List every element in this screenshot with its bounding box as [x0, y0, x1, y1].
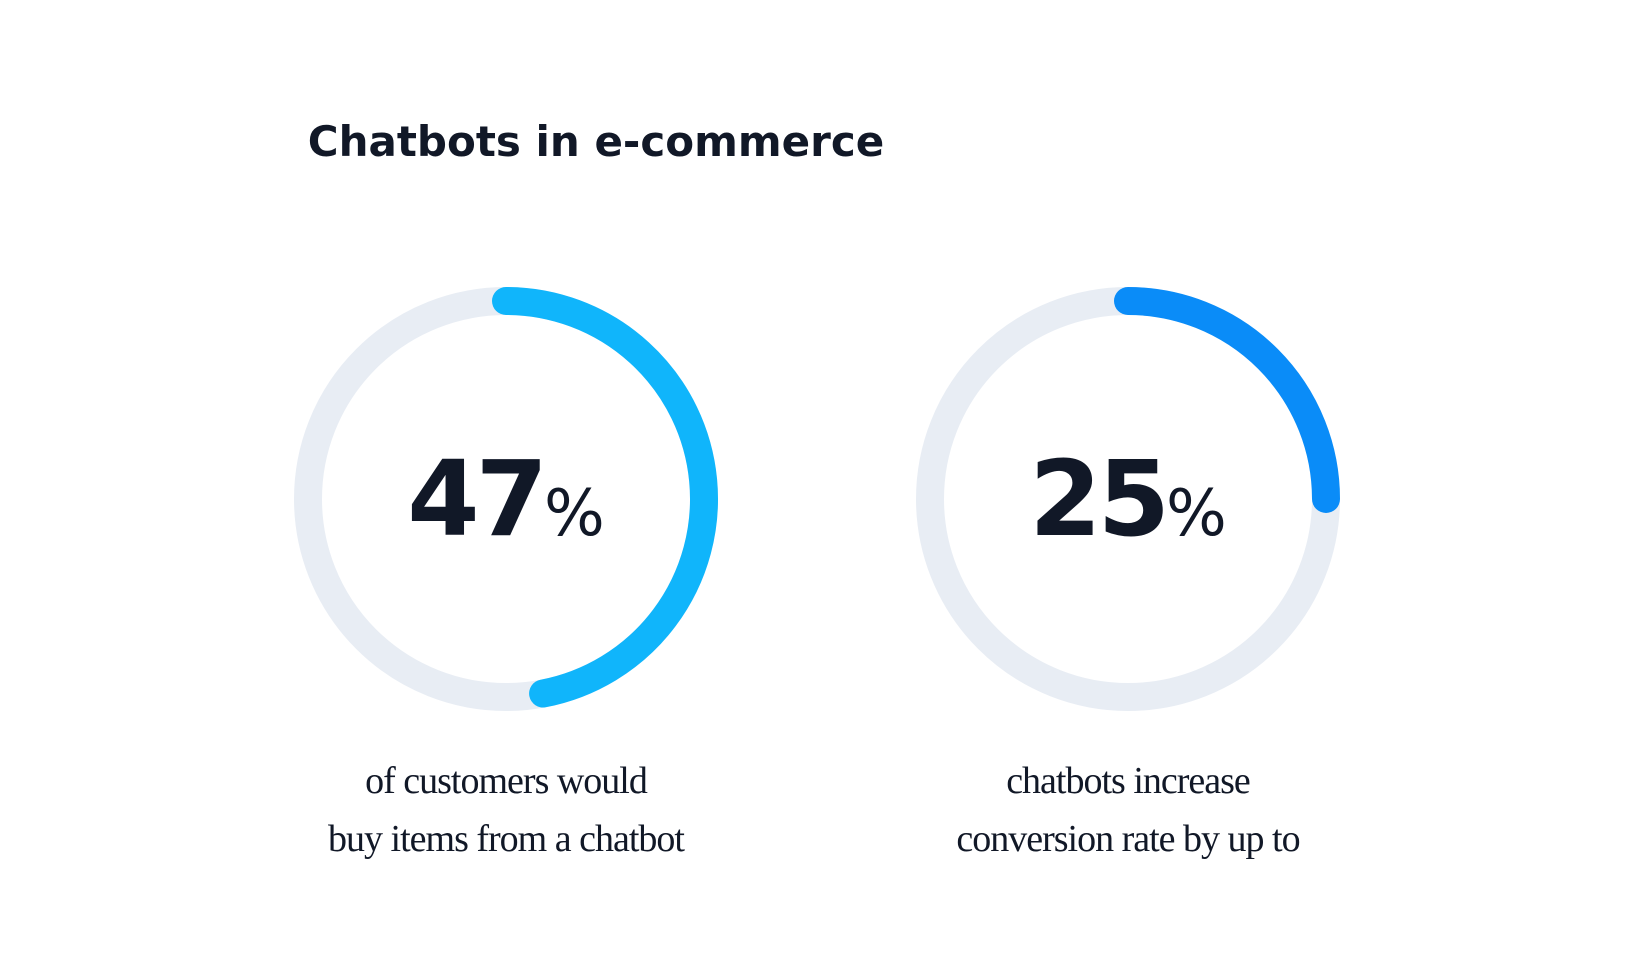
gauge-arc — [1114, 287, 1340, 513]
value-unit: % — [1166, 477, 1227, 551]
value-label: 47% — [407, 438, 605, 560]
title: Chatbots in e-commerce — [308, 117, 884, 166]
caption-line: chatbots increase — [1006, 760, 1250, 802]
value-unit: % — [544, 477, 605, 551]
value-label: 25% — [1029, 438, 1227, 560]
value-number: 25 — [1029, 438, 1166, 560]
gauge-arc — [492, 287, 718, 708]
caption-line: of customers would — [365, 760, 648, 802]
caption-line: conversion rate by up to — [956, 818, 1299, 860]
caption-line: buy items from a chatbot — [328, 818, 685, 860]
value-number: 47 — [407, 438, 544, 560]
